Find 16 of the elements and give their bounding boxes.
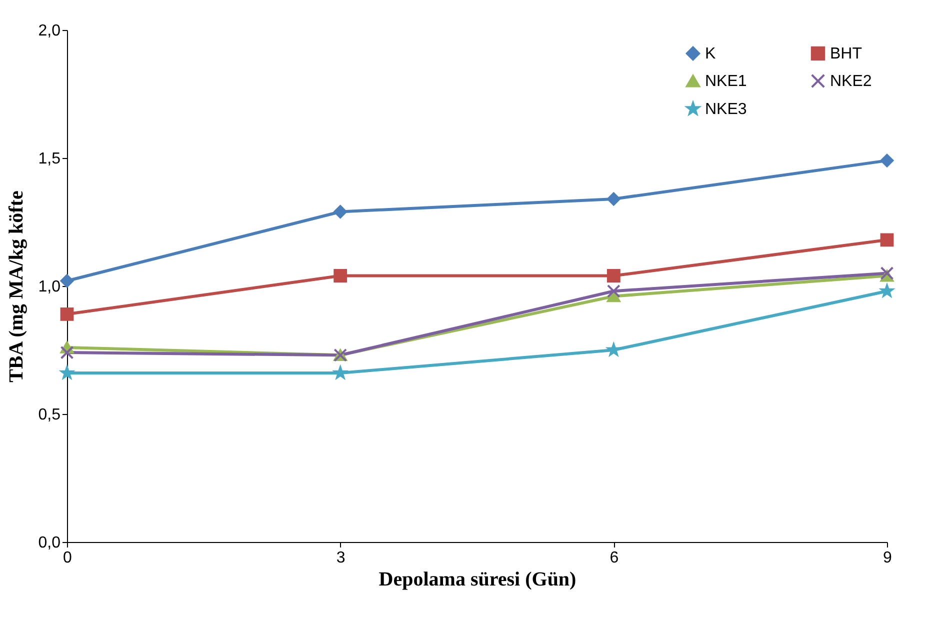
legend-label: K bbox=[705, 45, 716, 62]
legend-label: NKE1 bbox=[705, 73, 747, 90]
y-axis-title: TBA (mg MA/kg köfte bbox=[5, 190, 28, 382]
x-tick-label: 6 bbox=[610, 550, 619, 566]
legend-label: NKE2 bbox=[830, 73, 872, 90]
legend-label: NKE3 bbox=[705, 101, 747, 118]
y-tick-label: 0,5 bbox=[38, 406, 61, 424]
legend-label: BHT bbox=[830, 45, 862, 62]
y-tick-label: 1,0 bbox=[38, 278, 61, 296]
x-tick-label: 0 bbox=[63, 550, 72, 566]
x-axis-title: Depolama süresi (Gün) bbox=[378, 568, 576, 590]
x-tick-label: 3 bbox=[336, 550, 346, 566]
x-tick-label: 9 bbox=[883, 550, 892, 566]
y-tick-label: 2,0 bbox=[38, 22, 61, 40]
y-tick-label: 0,0 bbox=[38, 534, 61, 552]
y-tick-label: 1,5 bbox=[38, 150, 61, 168]
